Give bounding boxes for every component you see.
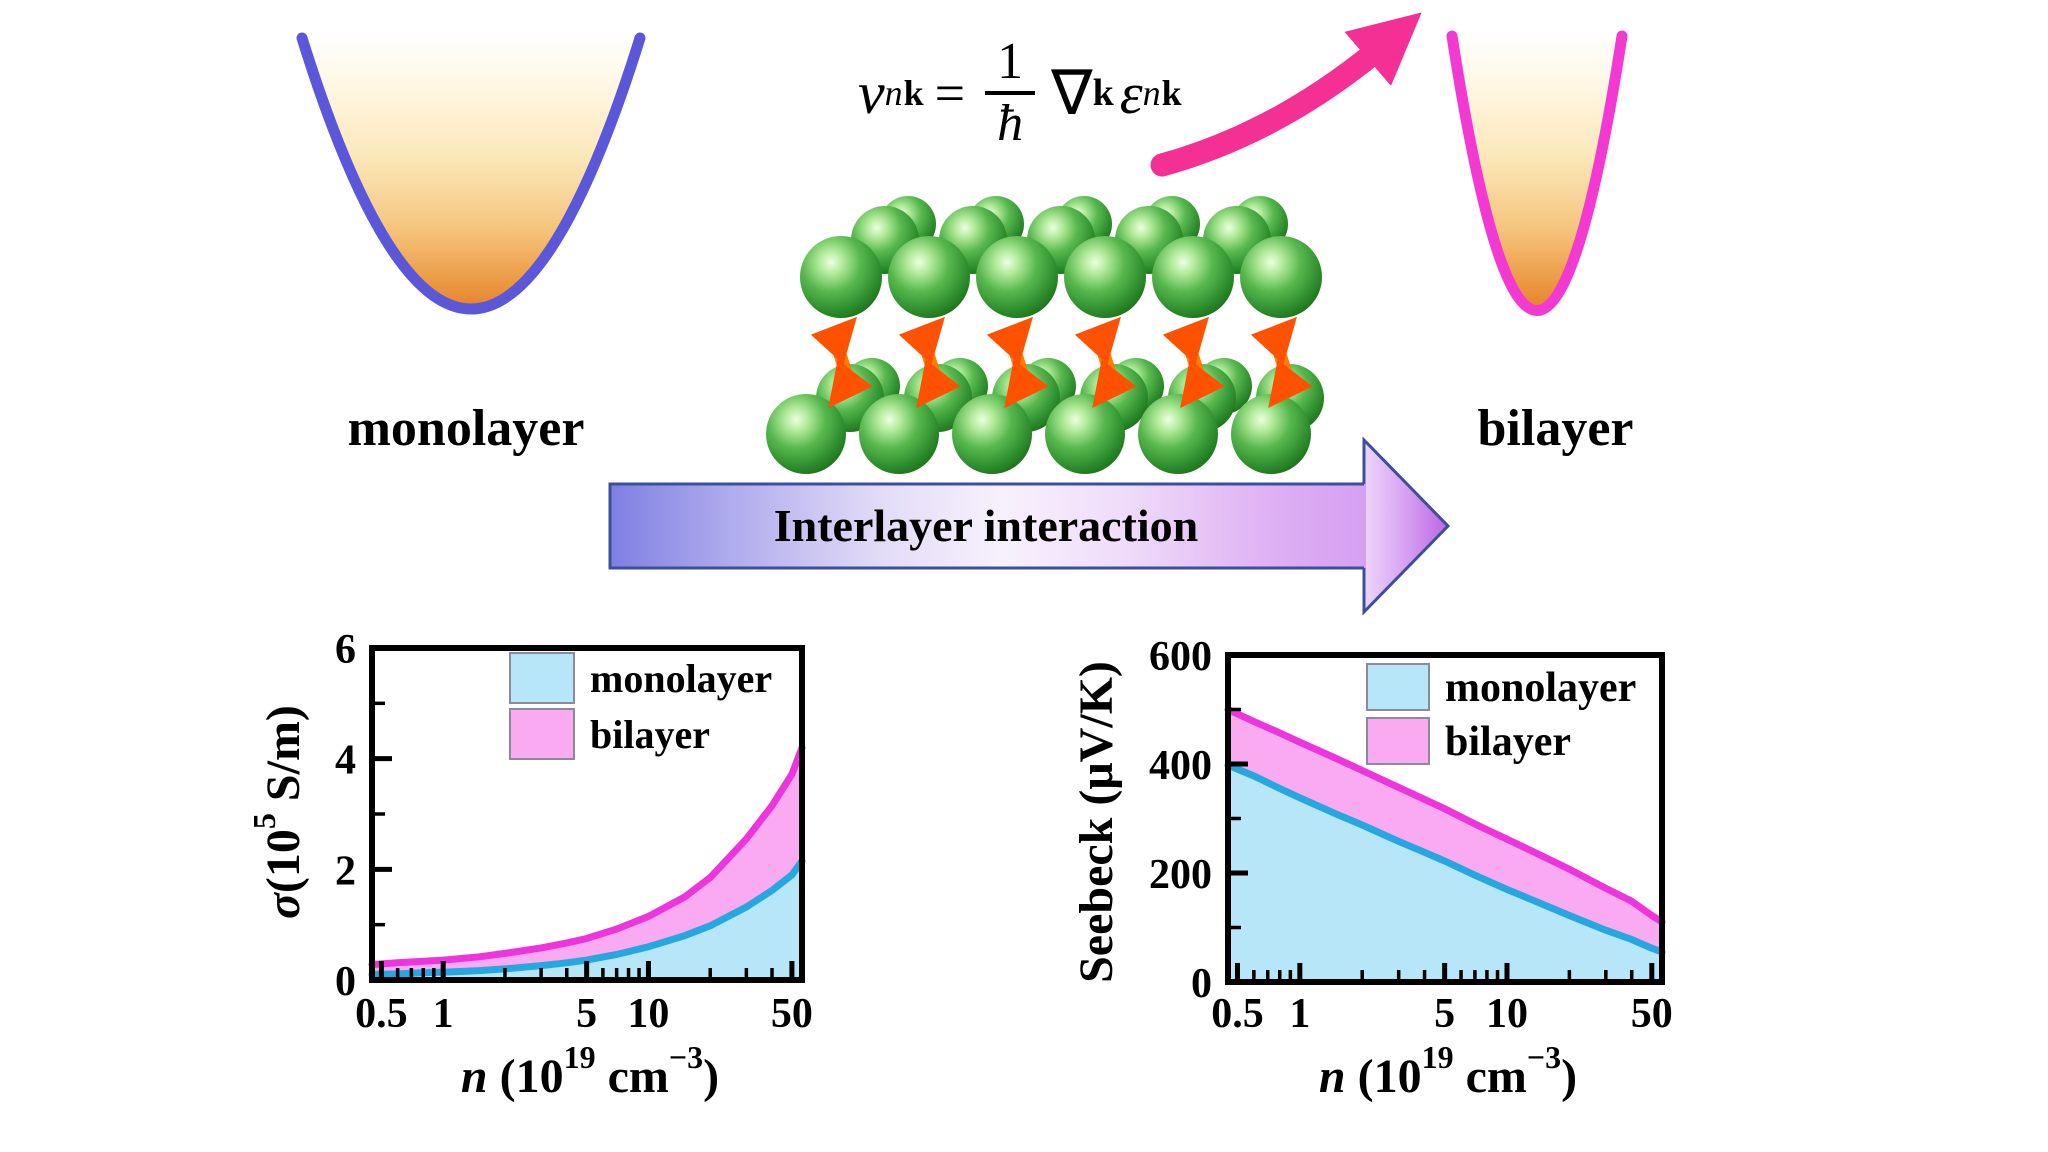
y-tick-label: 0: [335, 959, 356, 1005]
monolayer-label: monolayer: [347, 400, 585, 457]
x-tick-label: 10: [1486, 991, 1528, 1037]
y-tick-label: 600: [1149, 634, 1212, 680]
legend-swatch-monolayer: [509, 652, 575, 704]
atom-sphere: [976, 236, 1058, 318]
atom-sphere: [952, 394, 1032, 474]
x-tick-label: 50: [1631, 991, 1673, 1037]
bilayer-label: bilayer: [1477, 400, 1634, 457]
x-tick-label: 10: [627, 991, 669, 1037]
series-area-monolayer: [372, 861, 802, 980]
atom-sphere: [1045, 394, 1125, 474]
series-area-bilayer: [372, 747, 802, 980]
plot-frame: [1225, 652, 1665, 985]
equation-v-subscript: nk: [884, 73, 925, 113]
atom-sphere: [1240, 236, 1322, 318]
legend-label-bilayer: bilayer: [590, 712, 710, 757]
interaction-arrow: [986, 316, 1049, 409]
legend-label-monolayer: monolayer: [590, 656, 772, 701]
x-tick-label: 50: [771, 991, 813, 1037]
atom-sphere: [1064, 236, 1146, 318]
atom-sphere: [1138, 394, 1218, 474]
series-line-monolayer: [1224, 761, 1666, 956]
equation-v: v: [858, 59, 885, 126]
atom-sphere: [800, 236, 882, 318]
y-tick-label: 2: [335, 848, 356, 894]
bilayer-band-parabola: [1446, 30, 1628, 316]
y-tick-label: 0: [1191, 961, 1212, 1007]
series-line-bilayer: [368, 744, 806, 968]
equation-fraction: 1 ħ: [985, 33, 1036, 153]
pink-arrow: [1150, 12, 1422, 177]
legend-label-monolayer: monolayer: [1445, 665, 1636, 711]
atom-sphere: [888, 236, 970, 318]
interaction-arrow: [1074, 316, 1137, 409]
y-tick-label: 200: [1149, 852, 1212, 898]
atom-sphere: [766, 394, 846, 474]
banner-label: Interlayer interaction: [773, 500, 1199, 551]
x-tick-label: 1: [1289, 991, 1310, 1037]
equals-sign: =: [934, 63, 966, 123]
plot-frame: [369, 645, 805, 983]
legend-swatch-bilayer: [1366, 717, 1430, 765]
chart-sigma: 0 2 4 6 0.5 1 5 10 50 n (1019 cm−3) σ(105 S/m) mono…: [246, 627, 813, 1103]
series-line-monolayer: [368, 857, 806, 978]
fraction-numerator: 1: [985, 33, 1036, 95]
x-tick-label: 1: [433, 991, 454, 1037]
interlayer-banner-arrow: [608, 436, 1451, 616]
x-tick-label: 0.5: [355, 991, 408, 1037]
monolayer-band-parabola: [296, 32, 646, 315]
y-tick-label: 4: [335, 738, 356, 784]
x-axis-label: n (1019 cm−3): [1319, 1039, 1577, 1103]
x-axis-label: n (1019 cm−3): [461, 1039, 719, 1103]
x-tick-label: 5: [1434, 991, 1455, 1037]
interlayer-interaction-arrows: [810, 316, 1313, 409]
fraction-denominator: ħ: [997, 95, 1024, 152]
interaction-arrow: [1250, 316, 1313, 409]
atom-sphere: [859, 394, 939, 474]
interaction-arrow: [1162, 316, 1225, 409]
crystal-structure: [766, 196, 1324, 474]
velocity-equation: v nk = 1 ħ ∇ k ε nk: [858, 26, 1183, 160]
legend-swatch-monolayer: [1366, 663, 1430, 711]
y-axis-label: Seebeck (μV/K): [1070, 661, 1123, 983]
legend-label-bilayer: bilayer: [1445, 719, 1571, 765]
y-axis-label: σ(105 S/m): [246, 705, 310, 919]
interaction-arrow: [810, 316, 873, 409]
chart-seebeck: 0 200 400 600 0.5 1 5 10 50 n (1019 cm−3) Seebeck …: [1070, 634, 1673, 1103]
series-line-bilayer: [1224, 706, 1666, 926]
x-tick-label: 0.5: [1211, 991, 1264, 1037]
epsilon-subscript: nk: [1142, 73, 1183, 113]
legend-swatch-bilayer: [509, 708, 575, 760]
x-tick-label: 5: [576, 991, 597, 1037]
interaction-arrow: [898, 316, 961, 409]
atom-sphere: [1231, 394, 1311, 474]
y-tick-label: 400: [1149, 743, 1212, 789]
nabla-symbol: ∇: [1051, 60, 1093, 128]
nabla-subscript: k: [1092, 72, 1114, 114]
y-tick-label: 6: [335, 627, 356, 673]
series-area-monolayer: [1228, 765, 1662, 982]
atom-sphere: [1152, 236, 1234, 318]
epsilon-symbol: ε: [1119, 60, 1143, 126]
